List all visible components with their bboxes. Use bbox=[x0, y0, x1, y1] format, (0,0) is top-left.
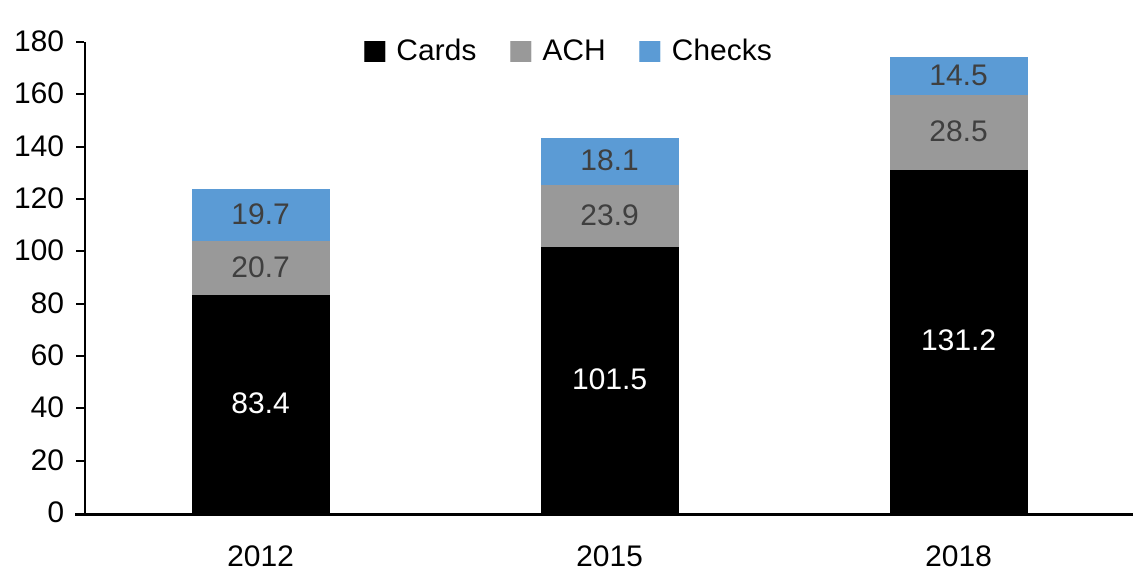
y-tick-mark bbox=[76, 93, 84, 96]
bar-segment-checks-2015: 18.1 bbox=[540, 137, 679, 185]
y-tick-label: 40 bbox=[30, 391, 64, 425]
y-tick-mark bbox=[76, 355, 84, 357]
y-tick-label: 120 bbox=[13, 182, 64, 215]
y-tick-label: 60 bbox=[30, 339, 64, 372]
legend-swatch-cards-icon bbox=[364, 40, 386, 62]
y-tick-mark bbox=[76, 250, 84, 253]
bar-value-label: 101.5 bbox=[571, 363, 648, 397]
x-axis-label-2018: 2018 bbox=[925, 540, 992, 573]
bar-value-label: 28.5 bbox=[929, 115, 988, 149]
bar-value-label: 20.7 bbox=[231, 250, 290, 284]
legend-swatch-checks-icon bbox=[639, 40, 661, 62]
x-axis-label-2012: 2012 bbox=[227, 540, 294, 573]
y-tick-label: 140 bbox=[13, 129, 64, 163]
bar-segment-cards-2012: 83.4 bbox=[191, 294, 330, 513]
bar-value-label: 18.1 bbox=[580, 144, 639, 178]
y-tick-mark bbox=[76, 145, 84, 148]
bar-segment-cards-2018: 131.2 bbox=[889, 169, 1028, 513]
legend-label: Checks bbox=[671, 34, 772, 67]
y-tick-label: 80 bbox=[30, 286, 64, 320]
y-tick-label: 0 bbox=[47, 496, 64, 529]
legend-swatch-ach-icon bbox=[510, 40, 532, 62]
legend-item-ach: ACH bbox=[510, 34, 606, 67]
y-tick-label: 100 bbox=[13, 234, 64, 268]
legend-item-cards: Cards bbox=[364, 36, 476, 66]
bar-segment-checks-2012: 19.7 bbox=[191, 189, 330, 241]
x-axis-label-2015: 2015 bbox=[576, 540, 643, 573]
chart-legend: Cards ACH Checks bbox=[364, 34, 772, 67]
y-tick-label: 20 bbox=[30, 443, 64, 477]
x-axis-line bbox=[75, 513, 1133, 516]
bar-segment-ach-2012: 20.7 bbox=[191, 240, 330, 295]
bar-segment-checks-2018: 14.5 bbox=[889, 57, 1028, 96]
bar-segment-ach-2015: 23.9 bbox=[540, 184, 679, 248]
bar-segment-ach-2018: 28.5 bbox=[889, 95, 1028, 170]
bar-value-label: 14.5 bbox=[929, 59, 988, 93]
y-tick-mark bbox=[76, 407, 84, 410]
legend-label: Cards bbox=[396, 34, 477, 67]
y-tick-label: 180 bbox=[13, 25, 64, 58]
y-tick-label: 160 bbox=[13, 77, 64, 111]
y-axis-line bbox=[84, 42, 86, 514]
legend-item-checks: Checks bbox=[639, 34, 772, 67]
y-tick-mark bbox=[76, 41, 84, 43]
bar-value-label: 83.4 bbox=[231, 386, 290, 420]
y-tick-mark bbox=[76, 198, 84, 200]
y-tick-mark bbox=[76, 459, 84, 462]
bar-segment-cards-2015: 101.5 bbox=[540, 247, 679, 513]
bar-value-label: 19.7 bbox=[231, 197, 290, 231]
y-tick-mark bbox=[76, 302, 84, 305]
bar-value-label: 23.9 bbox=[580, 199, 639, 233]
legend-label: ACH bbox=[542, 34, 606, 67]
bar-value-label: 131.2 bbox=[920, 324, 997, 358]
